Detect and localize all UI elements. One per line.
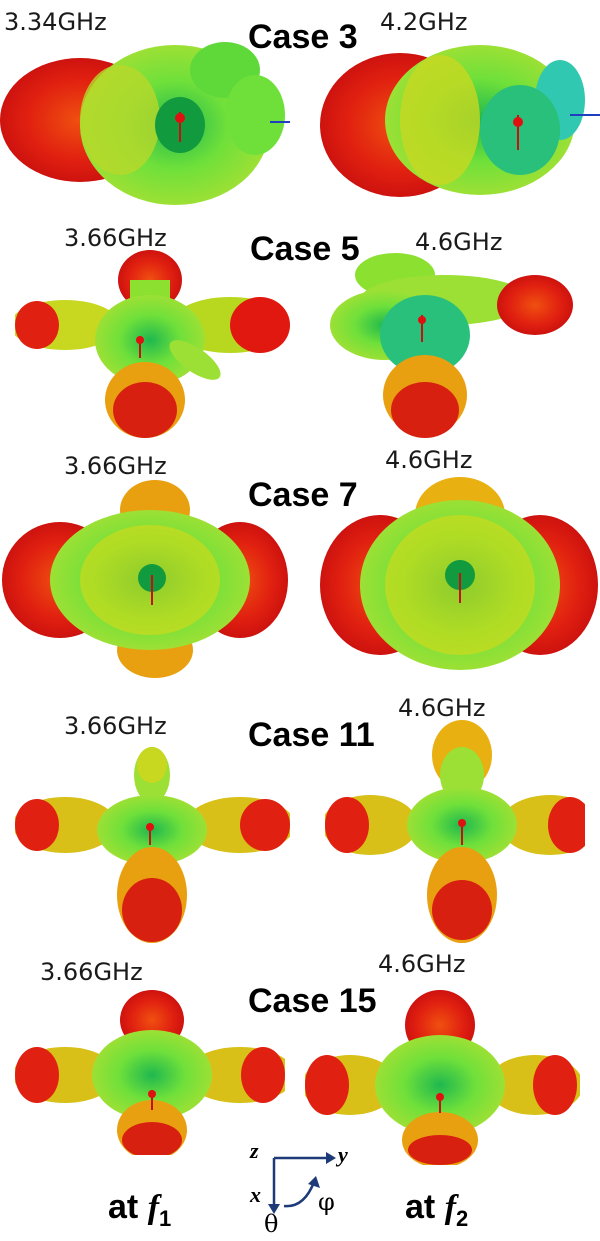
radiation-pattern-left [0, 42, 290, 205]
radiation-pattern-left [15, 250, 290, 438]
at-prefix: at [405, 1188, 436, 1226]
case-title: Case 7 [248, 476, 358, 514]
radiation-pattern-right [325, 720, 585, 943]
freq-label-right: 4.6GHz [385, 446, 473, 474]
f-subscript: 1 [159, 1205, 172, 1231]
freq-label-left: 3.66GHz [64, 224, 167, 252]
freq-label-right: 4.6GHz [398, 694, 486, 722]
case-title: Case 5 [250, 230, 360, 268]
radiation-pattern-right [320, 45, 600, 197]
theta-symbol: θ [264, 1210, 279, 1238]
radiation-pattern-left [2, 480, 288, 678]
case-title: Case 11 [248, 716, 375, 754]
radiation-pattern-right [320, 477, 598, 670]
frequency-label-f2: at f2 [405, 1188, 468, 1232]
case-title: Case 3 [248, 18, 358, 56]
freq-label-left: 3.66GHz [64, 452, 167, 480]
freq-label-left: 3.66GHz [64, 712, 167, 740]
freq-label-right: 4.6GHz [378, 950, 466, 978]
x-axis-label: x [250, 1182, 261, 1207]
axes-arrows-icon [268, 1152, 336, 1214]
z-axis-label: z [250, 1138, 259, 1163]
at-prefix: at [108, 1188, 139, 1226]
freq-label-right: 4.2GHz [380, 8, 468, 36]
radiation-pattern-right [330, 253, 573, 438]
freq-label-right: 4.6GHz [415, 228, 503, 256]
freq-label-left: 3.34GHz [4, 8, 107, 36]
coordinate-axes: z y x θ φ [238, 1138, 358, 1238]
y-axis-label: y [338, 1142, 348, 1167]
radiation-pattern-left [15, 990, 285, 1155]
case-title: Case 15 [248, 982, 377, 1020]
phi-symbol: φ [318, 1188, 335, 1216]
f-symbol: f [147, 1189, 160, 1226]
frequency-label-f1: at f1 [108, 1188, 171, 1232]
radiation-pattern-left [15, 747, 290, 943]
f-symbol: f [444, 1189, 457, 1226]
radiation-pattern-right [305, 990, 580, 1165]
freq-label-left: 3.66GHz [40, 958, 143, 986]
f-subscript: 2 [456, 1205, 469, 1231]
